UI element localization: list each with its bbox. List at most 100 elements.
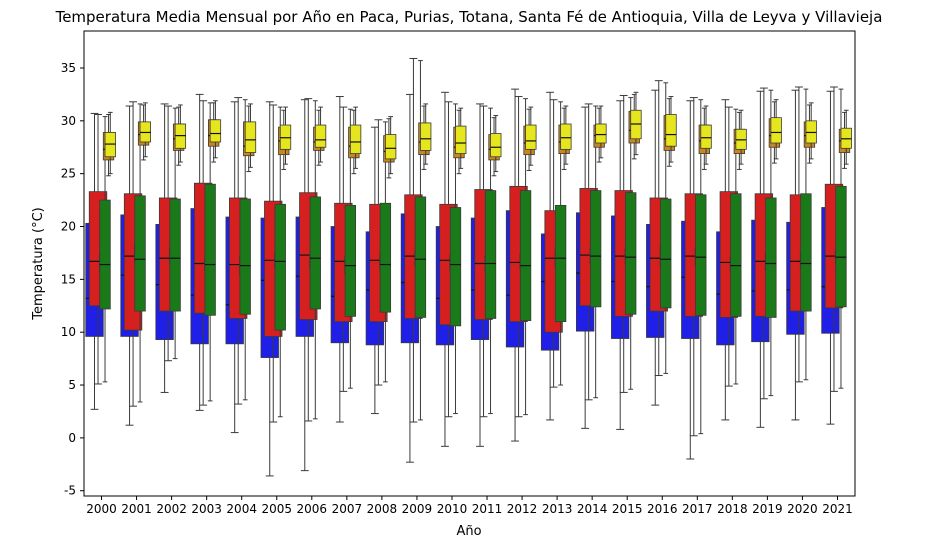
x-axis: 2000 2001 2002 2003 2004 2005 2006 2007 2008 2009… bbox=[86, 496, 853, 516]
box-body bbox=[554, 204, 567, 323]
x-tick-label: 2019 bbox=[752, 502, 783, 516]
box-body bbox=[595, 123, 607, 144]
box-2019-series-5 bbox=[770, 99, 782, 160]
box-2003-series-5 bbox=[209, 100, 222, 159]
box-body bbox=[835, 185, 847, 308]
box-2002-series-3 bbox=[169, 107, 181, 360]
x-tick-label: 2010 bbox=[437, 502, 468, 516]
box-2021-series-5 bbox=[840, 109, 852, 165]
box-body bbox=[660, 198, 672, 309]
box-body bbox=[420, 122, 432, 151]
box-body bbox=[665, 114, 677, 147]
box-2003-series-3 bbox=[204, 102, 216, 402]
x-tick-label: 2017 bbox=[682, 502, 713, 516]
x-tick-label: 2021 bbox=[822, 502, 853, 516]
y-tick-label: 0 bbox=[68, 431, 76, 445]
box-2004-series-5 bbox=[244, 103, 257, 168]
x-axis-label: Año bbox=[456, 524, 481, 539]
box-body bbox=[209, 119, 222, 143]
box-2012-series-3 bbox=[519, 98, 532, 416]
y-axis: -5 0 5 10 15 20 25 30 35 bbox=[61, 61, 84, 498]
box-2009-series-5 bbox=[420, 103, 432, 165]
chart-marks bbox=[85, 57, 852, 477]
box-2014-series-3 bbox=[590, 105, 602, 399]
box-body bbox=[455, 125, 467, 154]
box-body bbox=[99, 199, 111, 310]
y-tick-label: 25 bbox=[61, 167, 76, 181]
box-2006-series-5 bbox=[314, 106, 327, 163]
box-2001-series-3 bbox=[134, 103, 146, 403]
box-body bbox=[414, 196, 427, 318]
x-tick-label: 2004 bbox=[226, 502, 257, 516]
box-2015-series-5 bbox=[630, 91, 642, 156]
x-tick-label: 2000 bbox=[86, 502, 117, 516]
series-3 bbox=[99, 60, 847, 435]
box-body bbox=[344, 204, 357, 317]
box-2016-series-5 bbox=[665, 96, 677, 163]
box-body bbox=[134, 195, 146, 312]
box-body bbox=[274, 203, 286, 331]
y-axis-label: Temperatura (°C) bbox=[31, 207, 46, 320]
box-2005-series-3 bbox=[274, 106, 286, 418]
x-tick-label: 2002 bbox=[156, 502, 187, 516]
box-2000-series-5 bbox=[104, 111, 116, 175]
box-body bbox=[244, 121, 257, 153]
box-2018-series-5 bbox=[735, 109, 747, 165]
y-tick-label: 10 bbox=[61, 325, 76, 339]
plot-frame bbox=[83, 30, 856, 497]
x-tick-label: 2018 bbox=[717, 502, 748, 516]
box-body bbox=[484, 190, 497, 319]
box-2011-series-5 bbox=[490, 115, 502, 173]
box-2014-series-5 bbox=[595, 105, 607, 159]
y-tick-label: 30 bbox=[61, 114, 76, 128]
x-tick-label: 2012 bbox=[507, 502, 538, 516]
y-tick-label: 15 bbox=[61, 272, 76, 286]
x-tick-label: 2015 bbox=[612, 502, 643, 516]
x-tick-label: 2007 bbox=[332, 502, 363, 516]
x-tick-label: 2014 bbox=[577, 502, 608, 516]
box-body bbox=[384, 134, 397, 160]
box-body bbox=[490, 133, 502, 158]
box-body bbox=[309, 196, 321, 310]
box-body bbox=[525, 124, 537, 150]
y-tick-label: 20 bbox=[61, 220, 76, 234]
box-2013-series-5 bbox=[560, 105, 572, 165]
box-2013-series-3 bbox=[554, 101, 567, 386]
box-body bbox=[349, 124, 362, 154]
y-tick-label: 5 bbox=[68, 378, 76, 392]
x-tick-label: 2005 bbox=[261, 502, 292, 516]
box-body bbox=[239, 198, 251, 315]
x-tick-label: 2013 bbox=[542, 502, 573, 516]
box-2017-series-5 bbox=[700, 105, 712, 165]
box-2010-series-5 bbox=[455, 107, 467, 169]
box-body bbox=[169, 198, 181, 312]
box-body bbox=[695, 194, 707, 316]
box-body bbox=[519, 190, 532, 321]
box-body bbox=[379, 202, 392, 313]
box-2020-series-5 bbox=[805, 102, 817, 160]
box-body bbox=[765, 197, 777, 318]
x-tick-label: 2006 bbox=[297, 502, 328, 516]
box-body bbox=[204, 183, 216, 316]
box-body bbox=[449, 207, 462, 327]
y-tick-label: 35 bbox=[61, 61, 76, 75]
series-5 bbox=[104, 91, 852, 175]
x-tick-label: 2020 bbox=[787, 502, 818, 516]
box-2002-series-5 bbox=[174, 104, 187, 163]
x-tick-label: 2009 bbox=[402, 502, 433, 516]
x-tick-label: 2001 bbox=[121, 502, 152, 516]
box-body bbox=[800, 193, 812, 312]
box-2012-series-5 bbox=[525, 106, 537, 166]
y-tick-label: -5 bbox=[64, 484, 76, 498]
x-tick-label: 2003 bbox=[191, 502, 222, 516]
box-body bbox=[314, 124, 327, 148]
box-body bbox=[625, 192, 637, 315]
box-body bbox=[700, 124, 712, 149]
box-2007-series-5 bbox=[349, 106, 362, 169]
box-2005-series-5 bbox=[279, 106, 292, 165]
x-tick-label: 2016 bbox=[647, 502, 678, 516]
x-tick-label: 2011 bbox=[472, 502, 503, 516]
box-2001-series-5 bbox=[139, 102, 151, 158]
x-tick-label: 2008 bbox=[367, 502, 398, 516]
